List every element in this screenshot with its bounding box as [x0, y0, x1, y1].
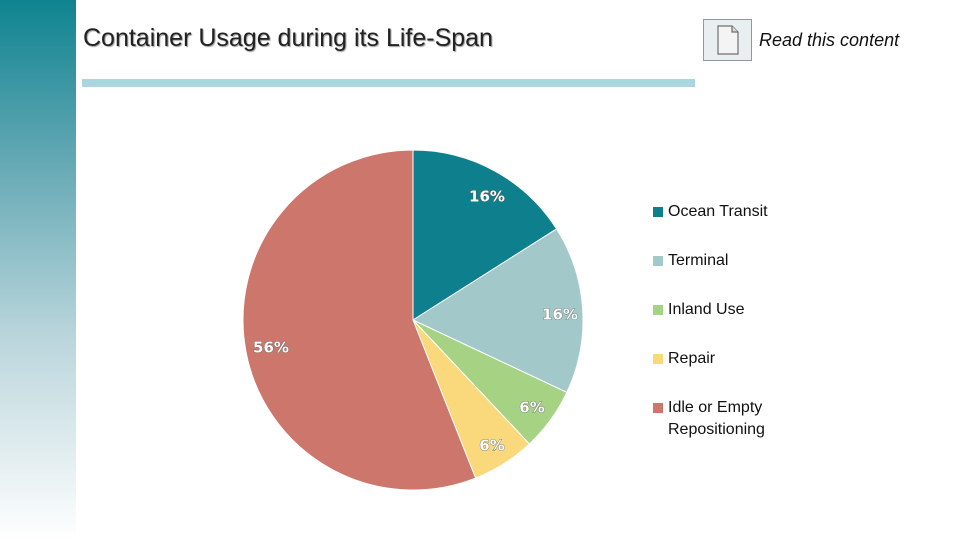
legend-swatch	[653, 207, 663, 217]
legend-swatch	[653, 354, 663, 364]
pie-slice-idle-or-empty-repositioning	[242, 149, 477, 491]
legend-item: Repair	[653, 350, 715, 370]
pie-slice-terminal	[411, 228, 584, 394]
legend-label: Terminal	[668, 252, 729, 269]
read-content-button[interactable]	[703, 19, 752, 61]
legend-swatch	[653, 305, 663, 315]
document-icon	[716, 25, 739, 55]
slice-data-label: 16%	[469, 188, 505, 206]
legend-item: Terminal	[653, 252, 728, 272]
slice-data-label: 6%	[519, 399, 544, 417]
legend-label: Inland Use	[668, 301, 745, 318]
legend-swatch	[653, 256, 663, 266]
slice-data-label: 56%	[253, 339, 289, 357]
slice-data-label: 16%	[542, 306, 578, 324]
slice-data-label: 6%	[479, 437, 504, 455]
slide-title: Container Usage during its Life-Span	[83, 24, 493, 52]
title-underline	[82, 79, 695, 87]
legend-swatch	[653, 403, 663, 413]
legend-label: Repair	[668, 350, 716, 367]
legend-item: Inland Use	[653, 301, 745, 321]
legend-item: Ocean Transit	[653, 203, 768, 223]
sidebar-gradient	[0, 0, 76, 540]
legend-item: Idle or Empty Repositioning	[653, 399, 798, 441]
pie-slice-ocean-transit	[412, 149, 558, 321]
legend-label: Idle or Empty Repositioning	[668, 399, 765, 438]
legend-label: Ocean Transit	[668, 203, 768, 220]
read-content-link[interactable]: Read this content	[759, 30, 900, 50]
